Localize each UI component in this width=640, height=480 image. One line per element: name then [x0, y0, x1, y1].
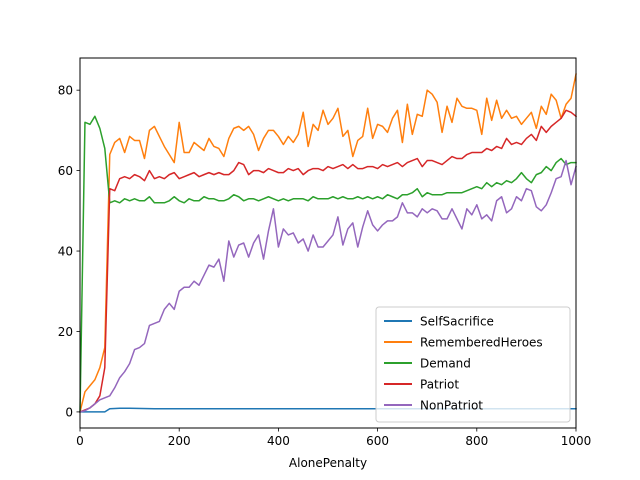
y-tick-label: 40 — [58, 245, 73, 259]
y-axis-ticks: 0 20 40 60 80 — [58, 84, 80, 419]
y-tick-label: 20 — [58, 325, 73, 339]
y-tick-label: 0 — [65, 405, 73, 419]
series-layer — [79, 73, 578, 413]
legend-label: RememberedHeroes — [420, 336, 543, 350]
x-tick-label: 600 — [366, 434, 389, 448]
legend-box — [375, 306, 571, 423]
x-axis-ticks: 0 200 400 600 800 1000 — [76, 428, 591, 448]
series-line-demand — [79, 115, 577, 413]
legend-label: Demand — [420, 357, 471, 371]
plot-frame — [79, 57, 577, 429]
series-line-patriot — [79, 109, 578, 413]
x-tick-label: 800 — [465, 434, 488, 448]
x-tick-label: 400 — [267, 434, 290, 448]
y-tick-label: 80 — [58, 84, 73, 98]
legend: SelfSacrifice RememberedHeroes Demand Patri… — [375, 306, 571, 423]
legend-label: NonPatriot — [420, 399, 483, 413]
series-line-nonpatriot — [79, 159, 577, 413]
y-tick-label: 60 — [58, 164, 73, 178]
legend-label: SelfSacrifice — [420, 315, 494, 329]
x-axis-label: AlonePenalty — [289, 456, 367, 470]
x-tick-label: 0 — [76, 434, 84, 448]
series-line-rememberedheroes — [79, 73, 577, 413]
x-tick-label: 1000 — [561, 434, 592, 448]
legend-label: Patriot — [420, 378, 459, 392]
x-tick-label: 200 — [168, 434, 191, 448]
